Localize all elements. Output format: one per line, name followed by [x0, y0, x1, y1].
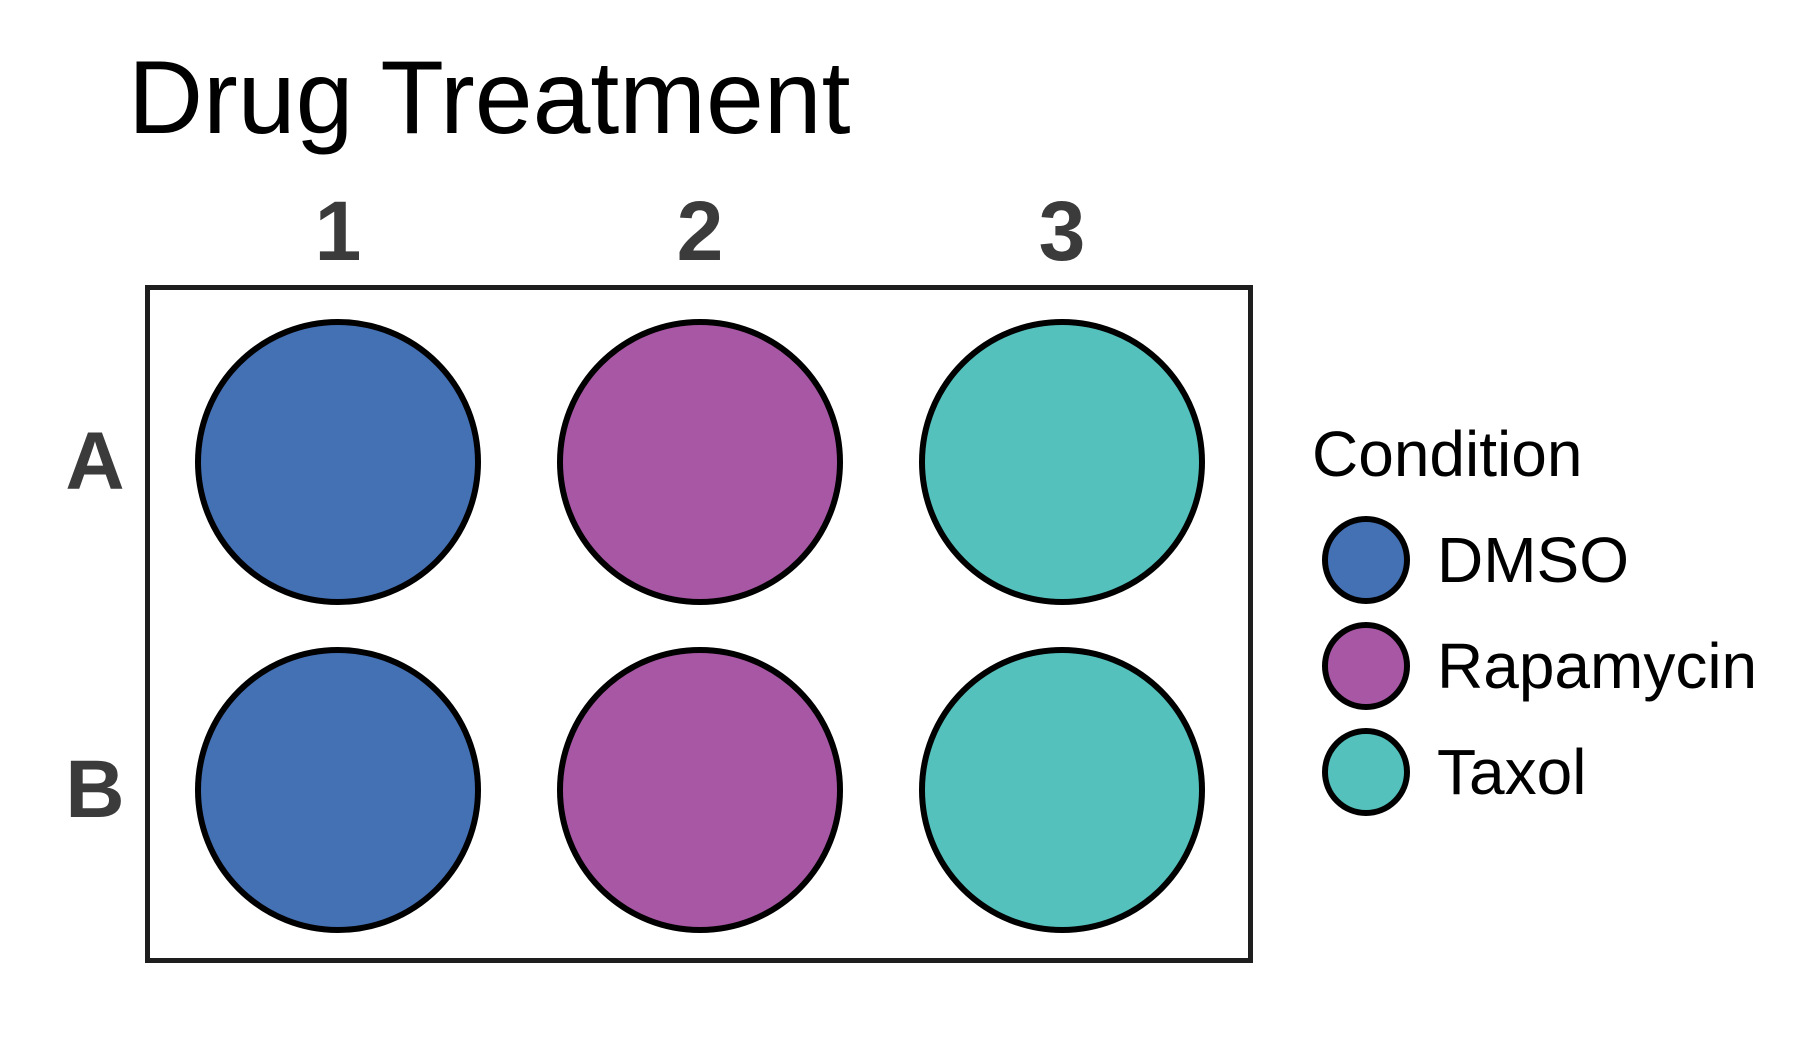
- legend-swatch-taxol-icon: [1322, 728, 1410, 816]
- well-a3: [919, 319, 1205, 605]
- well-a2: [557, 319, 843, 605]
- legend-item-taxol: Taxol: [1322, 728, 1586, 816]
- legend-item-rapamycin: Rapamycin: [1322, 622, 1757, 710]
- column-label-1: 1: [314, 184, 362, 278]
- legend-label-dmso: DMSO: [1437, 524, 1629, 596]
- legend-label-taxol: Taxol: [1437, 736, 1587, 808]
- figure-title: Drug Treatment: [128, 40, 851, 156]
- well-b3: [919, 647, 1205, 933]
- row-label-a: A: [65, 416, 125, 507]
- column-label-2: 2: [676, 184, 724, 278]
- wells-grid: [145, 285, 1253, 963]
- legend-item-dmso: DMSO: [1322, 516, 1629, 604]
- legend-title: Condition: [1312, 418, 1583, 490]
- legend-swatch-rapamycin-icon: [1322, 622, 1410, 710]
- well-b1: [195, 647, 481, 933]
- well-b2: [557, 647, 843, 933]
- legend-swatch-dmso-icon: [1322, 516, 1410, 604]
- row-label-b: B: [65, 744, 125, 835]
- legend-label-rapamycin: Rapamycin: [1437, 630, 1758, 702]
- column-label-3: 3: [1038, 184, 1086, 278]
- well-a1: [195, 319, 481, 605]
